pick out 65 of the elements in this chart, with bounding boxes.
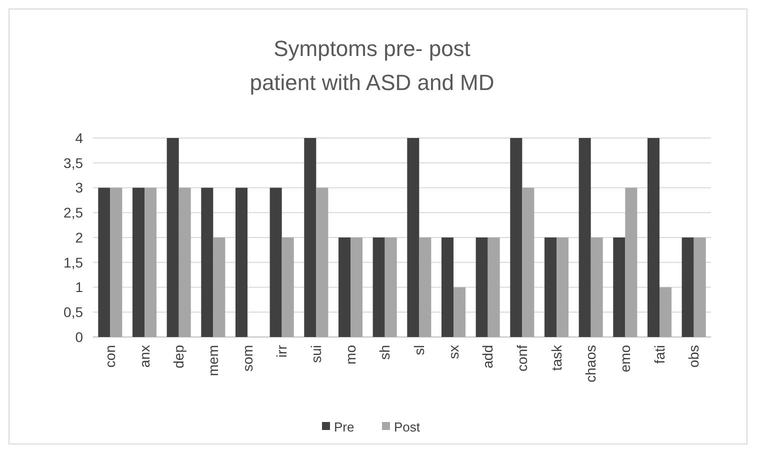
legend-label: Pre xyxy=(334,420,354,435)
bar xyxy=(235,188,248,337)
bar xyxy=(556,238,569,337)
bar xyxy=(660,287,672,337)
bar xyxy=(372,238,385,337)
bar xyxy=(694,238,706,337)
bar xyxy=(178,188,191,337)
y-tick-label: 3,5 xyxy=(64,154,84,171)
y-tick-label: 1,5 xyxy=(64,254,84,270)
y-tick-label: 0 xyxy=(75,328,84,345)
bar xyxy=(476,238,488,337)
x-tick-label: obs xyxy=(686,345,702,368)
x-tick-label: fati xyxy=(651,345,668,364)
x-tick-label: dep xyxy=(170,344,187,368)
bar xyxy=(625,188,638,337)
bar xyxy=(441,238,454,337)
bar xyxy=(213,238,226,337)
bar xyxy=(338,238,350,337)
y-tick-label: 2,5 xyxy=(64,204,84,221)
bar xyxy=(454,287,466,337)
y-tick-label: 3 xyxy=(75,180,84,196)
x-tick-label: sx xyxy=(445,345,462,359)
x-tick-label: irr xyxy=(274,344,290,358)
x-tick-label: mem xyxy=(205,345,222,376)
x-tick-label: emo xyxy=(617,344,634,372)
bar xyxy=(488,238,500,337)
bar xyxy=(282,238,294,337)
x-tick-label: anx xyxy=(136,345,152,368)
bar xyxy=(110,188,122,337)
bar xyxy=(613,238,626,337)
y-tick-label: 1 xyxy=(75,279,84,296)
x-tick-label: con xyxy=(102,345,118,368)
bar xyxy=(544,238,556,337)
bar xyxy=(419,238,432,337)
bar xyxy=(270,188,282,337)
y-tick-label: 2 xyxy=(75,229,84,246)
x-tick-label: som xyxy=(239,345,256,372)
bar xyxy=(384,238,397,337)
bar xyxy=(201,188,214,337)
x-tick-label: mo xyxy=(342,344,358,364)
bar xyxy=(407,138,420,337)
bar xyxy=(578,138,591,337)
x-tick-label: sl xyxy=(411,345,428,356)
bar xyxy=(350,238,363,337)
x-tick-label: sui xyxy=(308,345,324,363)
bar xyxy=(166,138,179,337)
chart-title: Symptoms pre- post patient with ASD and MD xyxy=(250,36,494,95)
x-tick-label: chaos xyxy=(582,345,599,382)
legend-label: Post xyxy=(394,420,420,435)
bar xyxy=(647,138,660,337)
y-tick-label: 4 xyxy=(75,130,84,146)
bar xyxy=(510,138,522,337)
bar xyxy=(144,188,157,337)
bar xyxy=(98,188,110,337)
bar xyxy=(682,238,694,337)
bar xyxy=(132,188,144,337)
x-tick-label: task xyxy=(548,344,564,371)
y-tick-label: 0,5 xyxy=(64,304,84,320)
x-tick-label: sh xyxy=(376,345,393,360)
bar xyxy=(522,188,534,337)
x-tick-label: conf xyxy=(514,344,530,372)
bar xyxy=(590,238,603,337)
bar xyxy=(304,138,316,337)
bar xyxy=(316,188,328,337)
x-tick-label: add xyxy=(480,345,496,368)
